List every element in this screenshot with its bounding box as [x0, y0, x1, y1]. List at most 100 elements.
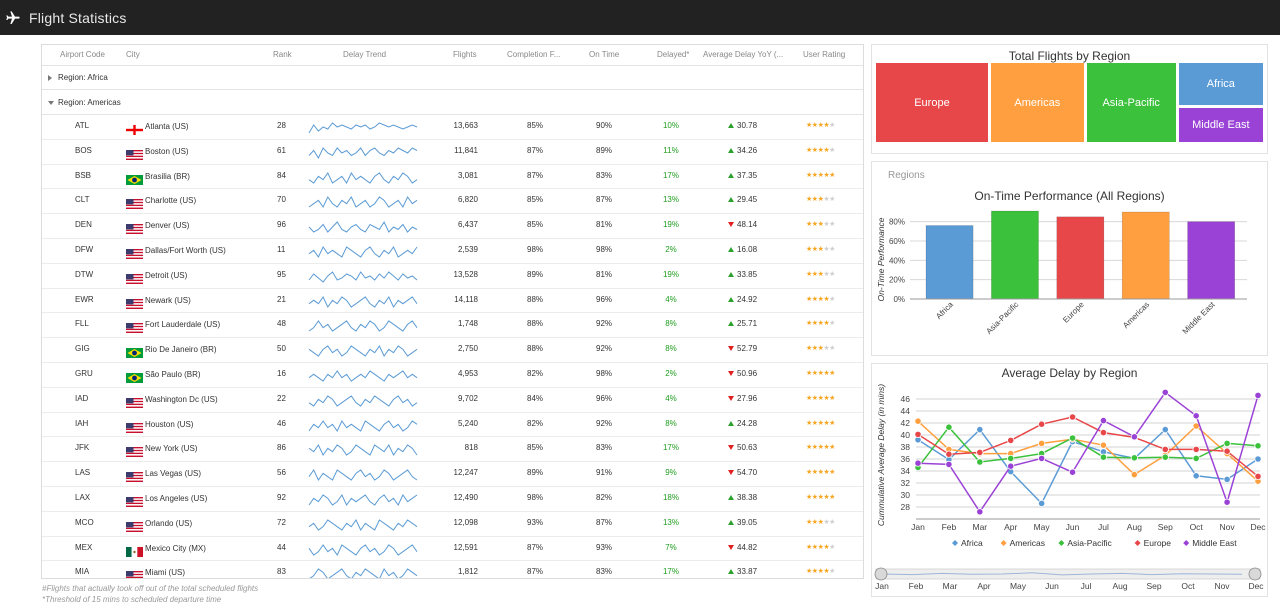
flight-grid[interactable]: Airport Code City Rank Delay Trend Fligh…	[41, 44, 864, 579]
star-icon[interactable]: ★	[829, 567, 835, 576]
star-icon[interactable]: ★	[811, 121, 818, 129]
on-time-bar-chart[interactable]: 0% 20% 40% 60% 80%On-Time Performance Africa A…	[872, 162, 1267, 357]
star-icon[interactable]: ★	[806, 493, 812, 501]
user-rating-stars[interactable]: ★★★★★	[806, 171, 835, 179]
star-icon[interactable]: ★	[829, 468, 835, 477]
star-icon[interactable]: ★	[823, 393, 830, 402]
star-icon[interactable]: ★	[811, 468, 818, 477]
star-icon[interactable]: ★	[817, 567, 824, 576]
star-icon[interactable]: ★	[811, 170, 818, 179]
data-point[interactable]	[1068, 468, 1077, 476]
legend-item-africa[interactable]: Africa	[952, 538, 983, 548]
star-icon[interactable]: ★	[806, 220, 812, 229]
star-icon[interactable]: ★	[829, 418, 835, 427]
bar-middle-east[interactable]	[1187, 221, 1235, 300]
data-point[interactable]	[1068, 434, 1077, 442]
star-icon[interactable]: ★	[817, 121, 824, 129]
legend-item-middle-east[interactable]: Middle East	[1183, 538, 1237, 548]
data-point[interactable]	[1254, 455, 1262, 463]
user-rating-stars[interactable]: ★★★★★	[806, 419, 835, 427]
user-rating-stars[interactable]: ★★★★★	[806, 518, 835, 526]
star-icon[interactable]: ★	[829, 493, 835, 501]
star-icon[interactable]: ★	[829, 170, 835, 179]
star-icon[interactable]: ★	[806, 170, 812, 179]
star-icon[interactable]: ★	[811, 443, 818, 452]
star-icon[interactable]: ★	[811, 294, 818, 303]
star-icon[interactable]: ★	[806, 517, 812, 526]
star-icon[interactable]: ★	[823, 517, 830, 526]
treemap-cell-americas[interactable]: Americas	[990, 63, 1084, 142]
data-point[interactable]	[1254, 442, 1262, 450]
col-user-rating[interactable]: User Rating	[803, 50, 846, 59]
data-point[interactable]	[976, 448, 984, 457]
user-rating-stars[interactable]: ★★★★★	[806, 319, 835, 327]
star-icon[interactable]: ★	[823, 121, 830, 129]
data-point[interactable]	[1038, 439, 1046, 448]
data-point[interactable]	[1192, 445, 1200, 454]
star-icon[interactable]: ★	[811, 493, 818, 501]
star-icon[interactable]: ★	[817, 542, 824, 551]
star-icon[interactable]: ★	[829, 121, 835, 129]
data-point[interactable]	[976, 508, 984, 516]
bar-americas[interactable]	[1121, 211, 1170, 300]
star-icon[interactable]: ★	[829, 369, 835, 377]
data-point[interactable]	[1223, 498, 1231, 506]
legend-item-europe[interactable]: Europe	[1134, 538, 1172, 548]
data-point[interactable]	[1130, 454, 1138, 462]
star-icon[interactable]: ★	[823, 220, 830, 229]
star-icon[interactable]: ★	[811, 517, 818, 526]
average-delay-line-chart[interactable]: 28 30 32 34 36 38 40 42 44 46 Cummulative Average …	[872, 364, 1267, 596]
star-icon[interactable]: ★	[806, 418, 812, 427]
star-icon[interactable]: ★	[806, 121, 812, 129]
col-city[interactable]: City	[126, 50, 140, 59]
expand-arrow-icon[interactable]	[48, 75, 52, 81]
data-point[interactable]	[945, 423, 953, 431]
star-icon[interactable]: ★	[817, 418, 824, 427]
table-row[interactable]: MCO Orlando (US) 72 12,098 93% 87% 13% 3…	[42, 512, 863, 537]
table-row[interactable]: LAX Los Angeles (US) 92 12,490 98% 82% 1…	[42, 487, 863, 512]
star-icon[interactable]: ★	[829, 319, 835, 328]
star-icon[interactable]: ★	[811, 393, 818, 402]
star-icon[interactable]: ★	[829, 195, 835, 204]
star-icon[interactable]: ★	[806, 369, 812, 377]
data-point[interactable]	[1223, 447, 1231, 455]
table-row[interactable]: ATL Atlanta (US) 28 13,663 85% 90% 10% 3…	[42, 115, 863, 140]
star-icon[interactable]: ★	[823, 195, 830, 204]
bar-europe[interactable]	[1056, 216, 1105, 300]
star-icon[interactable]: ★	[823, 567, 830, 576]
range-slider-left-handle[interactable]	[874, 567, 888, 581]
table-row[interactable]: DTW Detroit (US) 95 13,528 89% 81% 19% 3…	[42, 264, 863, 289]
star-icon[interactable]: ★	[817, 493, 824, 501]
user-rating-stars[interactable]: ★★★★★	[806, 493, 835, 501]
data-point[interactable]	[1130, 433, 1138, 441]
user-rating-stars[interactable]: ★★★★★	[806, 270, 835, 278]
star-icon[interactable]: ★	[811, 369, 818, 377]
star-icon[interactable]: ★	[811, 542, 818, 551]
star-icon[interactable]: ★	[817, 468, 824, 477]
data-point[interactable]	[1099, 441, 1108, 449]
user-rating-stars[interactable]: ★★★★★	[806, 245, 835, 253]
table-row[interactable]: CLT Charlotte (US) 70 6,820 85% 87% 13% …	[42, 189, 863, 215]
data-point[interactable]	[945, 450, 953, 458]
star-icon[interactable]: ★	[806, 269, 812, 278]
star-icon[interactable]: ★	[823, 418, 830, 427]
star-icon[interactable]: ★	[817, 443, 824, 452]
table-row[interactable]: BOS Boston (US) 61 11,841 87% 89% 11% 34…	[42, 140, 863, 165]
series-line-middle-east[interactable]	[917, 391, 1259, 514]
table-row[interactable]: MIA Miami (US) 83 1,812 87% 83% 17% 33.8…	[42, 561, 863, 578]
data-point[interactable]	[1130, 471, 1138, 479]
series-line-americas[interactable]	[917, 420, 1259, 482]
data-point[interactable]	[945, 460, 953, 469]
data-point[interactable]	[1161, 445, 1169, 454]
col-delay-trend[interactable]: Delay Trend	[343, 50, 387, 59]
star-icon[interactable]: ★	[806, 294, 812, 303]
table-row[interactable]: MEX Mexico City (MX) 44 12,591 87% 93% 7…	[42, 537, 863, 562]
table-row[interactable]: BSB Brasilia (BR) 84 3,081 87% 83% 17% 3…	[42, 165, 863, 190]
star-icon[interactable]: ★	[817, 245, 824, 253]
star-icon[interactable]: ★	[829, 245, 835, 253]
user-rating-stars[interactable]: ★★★★★	[806, 344, 835, 352]
star-icon[interactable]: ★	[806, 542, 812, 551]
group-row-africa[interactable]: Region: Africa	[42, 66, 863, 90]
star-icon[interactable]: ★	[829, 145, 835, 154]
data-point[interactable]	[1099, 416, 1108, 425]
